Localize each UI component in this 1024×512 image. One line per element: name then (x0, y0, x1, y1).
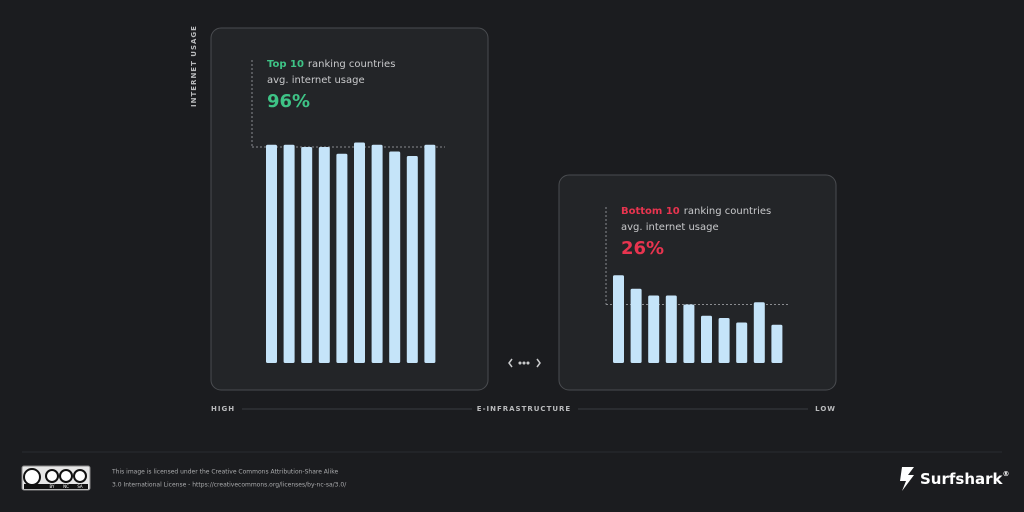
bar (613, 275, 624, 363)
bar (283, 144, 295, 363)
bar (389, 151, 401, 363)
brand-mark: ® (1003, 470, 1010, 478)
bar (630, 288, 642, 363)
bar (371, 144, 383, 363)
brand-name: Surfshark (920, 470, 1004, 488)
x-axis-right: LOW (815, 405, 836, 413)
prev-arrow[interactable] (508, 358, 513, 368)
bar (266, 144, 277, 363)
bar (701, 315, 712, 363)
badge-label: SA (77, 484, 83, 489)
bar (354, 142, 365, 363)
average-label: 26% (621, 238, 664, 259)
bar (648, 295, 660, 363)
next-arrow[interactable] (536, 358, 541, 368)
y-axis-label: INTERNET USAGE (190, 25, 198, 107)
highlight: Top 10 (267, 59, 304, 70)
title: ranking countries (684, 206, 771, 217)
dot (526, 361, 530, 365)
dot (522, 361, 526, 365)
license-text: This image is licensed under the Creativ… (111, 469, 339, 476)
panel (210, 27, 489, 391)
license-text: 3.0 International License - https://crea… (112, 482, 347, 489)
bar (406, 156, 418, 363)
brand-logo (900, 467, 914, 491)
panel (558, 174, 837, 391)
bar (424, 144, 436, 363)
bar (318, 147, 330, 363)
subtitle: avg. internet usage (267, 75, 365, 86)
carousel-control[interactable] (508, 358, 541, 368)
bar (736, 322, 748, 363)
highlight: Bottom 10 (621, 206, 680, 217)
bar (683, 304, 695, 363)
badge-label: BY (50, 484, 56, 489)
bar (753, 302, 765, 363)
bar (718, 318, 730, 363)
panel-title: Top 10 ranking countries (267, 59, 395, 70)
brand: Surfshark® (920, 470, 1010, 488)
panel-title: Bottom 10 ranking countries (621, 206, 771, 217)
x-axis-label: E-INFRASTRUCTURE (477, 405, 571, 413)
cc-badge (21, 465, 91, 491)
dot (518, 361, 522, 365)
bar (336, 153, 348, 363)
bar (301, 147, 313, 363)
subtitle: avg. internet usage (621, 222, 719, 233)
bar (771, 324, 783, 363)
badge-label: NC (63, 484, 69, 489)
x-axis-left: HIGH (211, 405, 235, 413)
average-label: 96% (267, 91, 310, 112)
bar (665, 295, 677, 363)
title: ranking countries (308, 59, 395, 70)
